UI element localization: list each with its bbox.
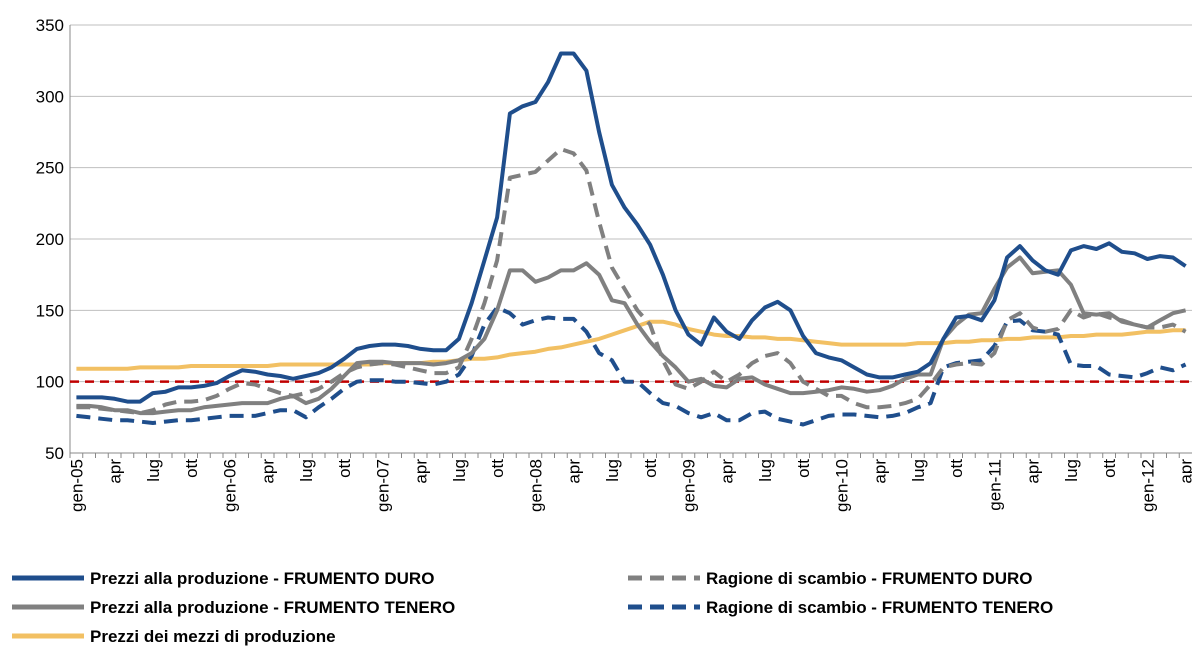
legend-label: Prezzi alla produzione - FRUMENTO TENERO [90,598,455,617]
x-tick-label: ott [182,459,201,478]
x-tick-label: gen-08 [526,459,545,512]
x-tick-label: apr [259,459,278,484]
x-tick-label: gen-07 [373,459,392,512]
x-tick-label: gen-11 [985,459,1004,511]
x-tick-label: ott [1100,459,1119,478]
x-tick-label: apr [1177,459,1192,484]
x-tick-label: ott [488,459,507,478]
x-tick-label: apr [1024,459,1043,484]
legend-label: Prezzi alla produzione - FRUMENTO DURO [90,569,434,588]
y-tick-label: 200 [36,230,64,249]
y-tick-label: 250 [36,159,64,178]
y-tick-label: 150 [36,301,64,320]
y-tick-label: 350 [36,16,64,35]
x-tick-label: lug [603,459,622,482]
y-tick-label: 50 [45,444,64,463]
x-tick-label: ott [947,459,966,478]
x-tick-label: gen-10 [832,459,851,512]
y-tick-label: 100 [36,373,64,392]
series-line [76,255,1187,416]
series-line [76,51,1187,404]
x-tick-label: ott [335,459,354,478]
x-tick-label: lug [909,459,928,482]
x-tick-label: lug [1062,459,1081,482]
x-tick-label: gen-09 [679,459,698,512]
x-tick-label: gen-05 [67,459,86,512]
legend-label: Ragione di scambio - FRUMENTO DURO [706,569,1033,588]
x-tick-label: apr [412,459,431,484]
series-line [76,319,1186,371]
x-tick-label: lug [756,459,775,482]
x-tick-label: apr [106,459,125,484]
x-tick-label: gen-06 [220,459,239,512]
x-tick-label: lug [144,459,163,482]
y-tick-label: 300 [36,87,64,106]
x-tick-label: apr [718,459,737,484]
legend-label: Prezzi dei mezzi di produzione [90,627,336,646]
x-tick-label: lug [450,459,469,482]
series-line [76,147,1187,416]
x-tick-label: apr [565,459,584,484]
x-tick-label: ott [641,459,660,478]
legend-label: Ragione di scambio - FRUMENTO TENERO [706,598,1053,617]
x-tick-label: gen-12 [1138,459,1157,512]
x-tick-label: ott [794,459,813,478]
x-tick-label: apr [871,459,890,484]
x-tick-label: lug [297,459,316,482]
